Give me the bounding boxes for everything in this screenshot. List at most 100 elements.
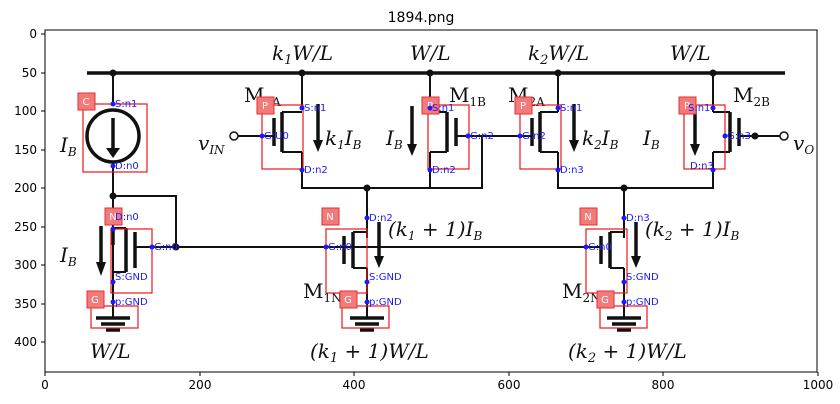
y-tick-label: 250: [14, 220, 37, 234]
transistor-name: M2N: [562, 279, 601, 305]
pin-label: D:n0: [115, 161, 139, 172]
pin-annotations: S:n1 D:n0 S:n1 G:U0 D:n2 S:n1 G:n2 D:n2 …: [110, 99, 751, 308]
pin-label: D:n0: [115, 212, 139, 223]
pin-label: S:n1: [688, 103, 710, 114]
class-badge: [596, 290, 615, 309]
x-tick-label: 1000: [803, 378, 834, 392]
current-label: k1IB: [325, 126, 362, 152]
current-arrow-icon: [313, 140, 323, 152]
class-badge: [514, 96, 533, 115]
circuit-labels: k1W/L W/L k2W/L W/L W/L (k1 + 1)W/L (k2 …: [59, 41, 814, 366]
current-arrow-icon: [96, 262, 106, 276]
current-arrow-icon: [407, 144, 417, 156]
component-box: [90, 305, 139, 329]
current-arrow-icon: [631, 256, 641, 268]
x-tick-label: 200: [189, 378, 212, 392]
pin-label: S:n1: [560, 103, 582, 114]
transistor-name: M1B: [449, 83, 486, 109]
y-tick-label: 300: [14, 258, 37, 272]
pin-label: S:n1: [304, 103, 326, 114]
class-badge-label: P: [262, 101, 268, 112]
pin-label: G:n3: [727, 131, 751, 142]
pin-label: p:GND: [115, 297, 148, 308]
current-label: IB: [59, 243, 77, 269]
transistor-name: M2B: [733, 83, 770, 109]
current-arrow-icon: [374, 256, 384, 268]
x-axis: 0 200 400 600 800 1000: [41, 372, 833, 392]
pin-label: G:n2: [470, 131, 494, 142]
x-tick-label: 800: [652, 378, 675, 392]
class-badge-label: G: [344, 295, 352, 306]
pin-label: S:n1: [432, 103, 454, 114]
class-badge-label: P: [520, 101, 526, 112]
class-badge-label: P: [684, 101, 690, 112]
x-tick-label: 600: [498, 378, 521, 392]
size-label: k1W/L: [272, 41, 333, 68]
class-badge: [339, 290, 358, 309]
class-badge: [86, 290, 105, 309]
pin-label: G:n0: [154, 242, 178, 253]
output-label: vO: [793, 131, 814, 157]
pin-label: D:n3: [690, 161, 714, 172]
class-badge: [579, 207, 598, 226]
size-label: (k1 + 1)W/L: [310, 339, 429, 366]
class-badge-label: N: [584, 212, 591, 223]
class-badge-label: C: [83, 97, 90, 108]
current-label: IB: [59, 133, 77, 159]
size-label: W/L: [670, 41, 711, 65]
component-box: [599, 305, 648, 329]
y-tick-label: 200: [14, 181, 37, 195]
y-tick-label: 0: [29, 27, 37, 41]
size-label: W/L: [410, 41, 451, 65]
pin-label: D:n2: [369, 213, 393, 224]
size-label: k2W/L: [528, 41, 589, 68]
size-label: W/L: [90, 339, 131, 363]
class-badge: [77, 92, 96, 111]
input-terminal: [229, 131, 239, 141]
pin-label: D:n3: [626, 213, 650, 224]
class-badge: [321, 207, 340, 226]
pin-label: G:U0: [264, 131, 289, 142]
pin-label: S:n1: [115, 99, 137, 110]
class-badge: [104, 207, 123, 226]
class-badge: [256, 96, 275, 115]
class-badge: [421, 96, 440, 115]
input-label: vIN: [198, 131, 225, 157]
x-tick-label: 400: [343, 378, 366, 392]
pin-label: p:GND: [626, 297, 659, 308]
current-arrow-icon: [569, 140, 579, 152]
pin-label: p:GND: [369, 297, 402, 308]
y-tick-label: 400: [14, 335, 37, 349]
x-tick-label: 0: [41, 378, 49, 392]
junction-dot: [751, 132, 759, 140]
pin-label: D:n2: [432, 165, 456, 176]
pin-label: S:GND: [626, 272, 659, 283]
y-tick-label: 150: [14, 143, 37, 157]
y-axis: 0 50 100 150 200 250 300 350 400: [14, 27, 45, 349]
circuit-wiring: [85, 69, 789, 332]
class-badges: C P P P P N N N G G G: [77, 92, 697, 309]
class-badge-label: N: [109, 212, 116, 223]
pin-label: S:GND: [115, 272, 148, 283]
y-tick-label: 100: [14, 104, 37, 118]
figure-title: 1894.png: [388, 10, 455, 26]
current-label: IB: [642, 126, 660, 152]
pin-label: D:n3: [560, 165, 584, 176]
class-badge: [678, 96, 697, 115]
pin-label: D:n2: [304, 165, 328, 176]
current-label: IB: [385, 126, 403, 152]
current-arrow-icon: [690, 144, 700, 156]
output-terminal: [779, 131, 789, 141]
current-label: (k1 + 1)IB: [388, 217, 482, 243]
y-tick-label: 350: [14, 297, 37, 311]
y-tick-label: 50: [22, 66, 37, 80]
component-box: [110, 228, 153, 294]
pin-label: S:GND: [369, 272, 402, 283]
component-box: [341, 305, 390, 329]
pin-label: G:n2: [522, 131, 546, 142]
class-badge-label: G: [91, 295, 99, 306]
class-badge-label: G: [601, 295, 609, 306]
pin-label: G:n0: [328, 242, 352, 253]
current-label: (k2 + 1)IB: [645, 217, 739, 243]
